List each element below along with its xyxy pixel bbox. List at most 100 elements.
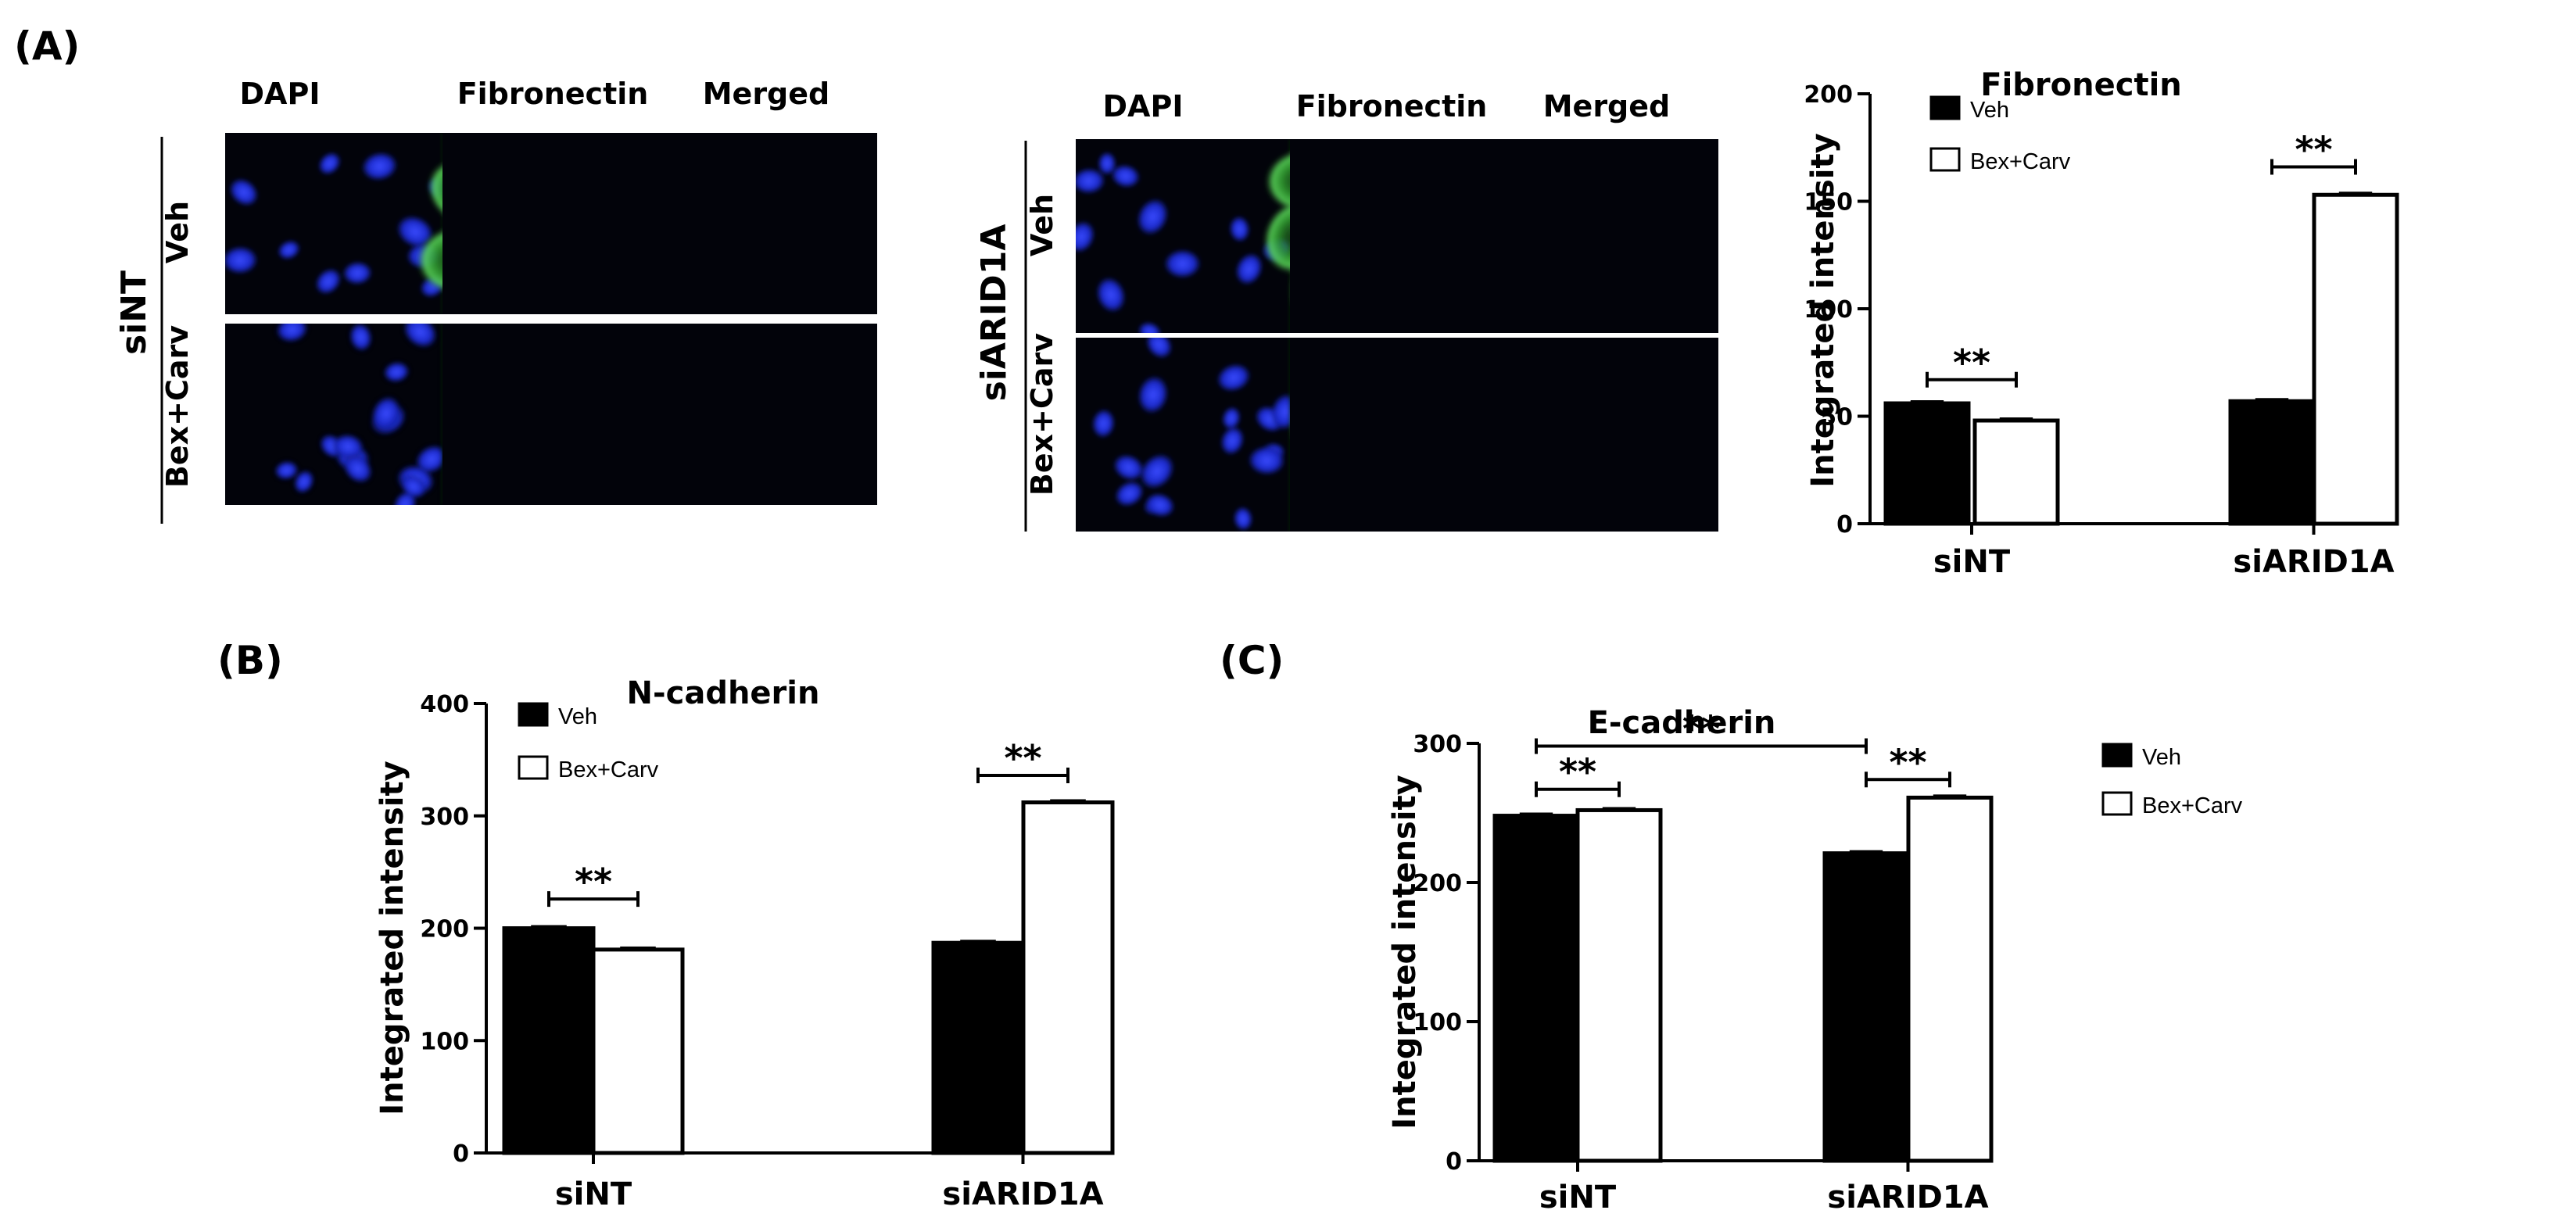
significance-stars: ** [1953,342,1990,384]
bar-bexcarv-siarid1a [2312,192,2399,526]
significance-bracket: ** [547,861,640,908]
y-axis-label: Integrated intensity [1805,133,1841,487]
y-tick-label: 200 [1413,870,1462,897]
legend-swatch-bexcarv [2101,791,2133,816]
micrograph-veh-dapi [1076,139,1290,333]
significance-stars: ** [1559,751,1596,793]
significance-bracket: ** [1535,708,1868,754]
legend-swatch-bexcarv [1929,147,1961,172]
bar-veh-siarid1a [931,940,1025,1155]
legend-label-veh: Veh [2142,745,2181,770]
significance-bracket: ** [1865,741,1951,788]
y-tick-label: 400 [420,691,469,718]
y-tick-label: 100 [1413,1009,1462,1036]
legend: Veh Bex+Carv [518,702,659,782]
y-tick-label: 200 [420,916,469,943]
y-tick-label: 300 [420,804,469,831]
y-axis-label: Integrated intensity [1387,775,1423,1129]
stain-header-dapi: DAPI [1103,89,1184,124]
significance-bracket: ** [1535,751,1621,797]
bar-veh-sint [1492,814,1580,1163]
bar-veh-siarid1a [2228,399,2316,526]
legend-swatch-bexcarv [518,755,549,780]
chart-e-cadherin: E-cadherin Integrated intensity 0 100 200 300… [1387,705,2243,1215]
row-label-veh: Veh [160,201,195,263]
significance-bracket: ** [1926,342,2018,388]
y-tick-label: 100 [1804,296,1853,324]
stain-header-fibronectin: Fibronectin [457,77,649,111]
legend-label-bexcarv: Bex+Carv [2142,793,2243,818]
row-label-bexcarv: Bex+Carv [160,325,195,488]
significance-stars: ** [2295,129,2332,171]
micrograph-block-sint: DAPI Fibronectin Merged siNT Veh Bex+Car… [114,77,877,524]
y-tick-label: 0 [1836,511,1853,539]
chart-title: N-cadherin [627,675,820,711]
micrograph-bexcarv-merged [660,324,877,505]
bar-bexcarv-siarid1a [1906,795,1994,1163]
y-tick-label: 100 [420,1028,469,1055]
group-label-siarid1a: siARID1A [974,224,1014,402]
micrograph-veh-merged [1504,139,1718,333]
panel-label-c: (C) [1220,638,1284,683]
legend-label-veh: Veh [558,704,597,729]
micrograph-veh-fibronectin [1263,139,1504,333]
chart-n-cadherin: N-cadherin Integrated intensity 0 100 200 300… [374,675,1115,1212]
stain-header-merged: Merged [703,77,830,111]
significance-stars: ** [1889,741,1926,783]
y-tick-label: 200 [1804,81,1853,109]
micrograph-block-siarid1a: DAPI Fibronectin Merged siARID1A Veh Bex… [974,89,1718,532]
panel-label-a: (A) [14,23,80,69]
legend-swatch-veh [2101,743,2133,768]
bar-bexcarv-sint [591,947,685,1155]
significance-stars: ** [1682,708,1720,750]
stain-header-merged: Merged [1543,89,1671,124]
micrograph-bexcarv-merged [1504,338,1718,532]
micrograph-bexcarv-dapi [225,324,442,505]
row-label-veh: Veh [1025,194,1059,256]
category-label: siARID1A [942,1176,1103,1212]
legend-swatch-veh [518,702,549,727]
legend: Veh Bex+Carv [2101,743,2243,818]
significance-bracket: ** [2270,129,2357,175]
chart-title: E-cadherin [1588,705,1776,741]
chart-fibronectin: Fibronectin Integrated intensity 0 50 100 150… [1804,67,2399,580]
bar-veh-sint [1883,401,1971,526]
micrograph-bexcarv-fibronectin [1289,338,1504,532]
y-tick-label: 150 [1804,189,1853,217]
significance-bracket: ** [976,737,1069,783]
micrograph-bexcarv-dapi [1076,338,1290,532]
significance-stars: ** [1004,737,1041,779]
micrograph-veh-dapi [225,133,442,314]
legend-label-bexcarv: Bex+Carv [1970,149,2071,174]
legend-label-bexcarv: Bex+Carv [558,757,659,782]
y-tick-label: 50 [1820,404,1853,431]
bar-bexcarv-sint [1575,807,1663,1163]
group-label-sint: siNT [114,270,154,355]
category-label: siNT [1539,1180,1617,1215]
y-axis-label: Integrated intensity [374,761,410,1115]
stain-header-dapi: DAPI [240,77,321,111]
micrograph-veh-fibronectin [416,133,660,314]
micrograph-veh-merged [660,133,877,314]
stain-header-fibronectin: Fibronectin [1296,89,1488,124]
category-label: siARID1A [1827,1180,1988,1215]
micrograph-grid [1076,139,1718,532]
panel-label-b: (B) [217,638,283,683]
y-tick-label: 0 [1446,1148,1462,1176]
chart-title: Fibronectin [1980,67,2182,103]
significance-stars: ** [575,861,612,903]
micrograph-grid [225,133,877,505]
category-label: siARID1A [2233,544,2394,580]
legend: Veh Bex+Carv [1929,95,2071,174]
category-label: siNT [1933,544,2011,580]
bar-bexcarv-siarid1a [1021,800,1115,1155]
y-tick-label: 0 [453,1140,469,1168]
micrograph-bexcarv-fibronectin [442,324,660,505]
legend-swatch-veh [1929,95,1961,120]
legend-label-veh: Veh [1970,98,2009,123]
bar-veh-siarid1a [1822,851,1910,1163]
bar-veh-sint [502,926,596,1155]
bar-bexcarv-sint [1972,418,2060,526]
row-label-bexcarv: Bex+Carv [1025,333,1059,496]
